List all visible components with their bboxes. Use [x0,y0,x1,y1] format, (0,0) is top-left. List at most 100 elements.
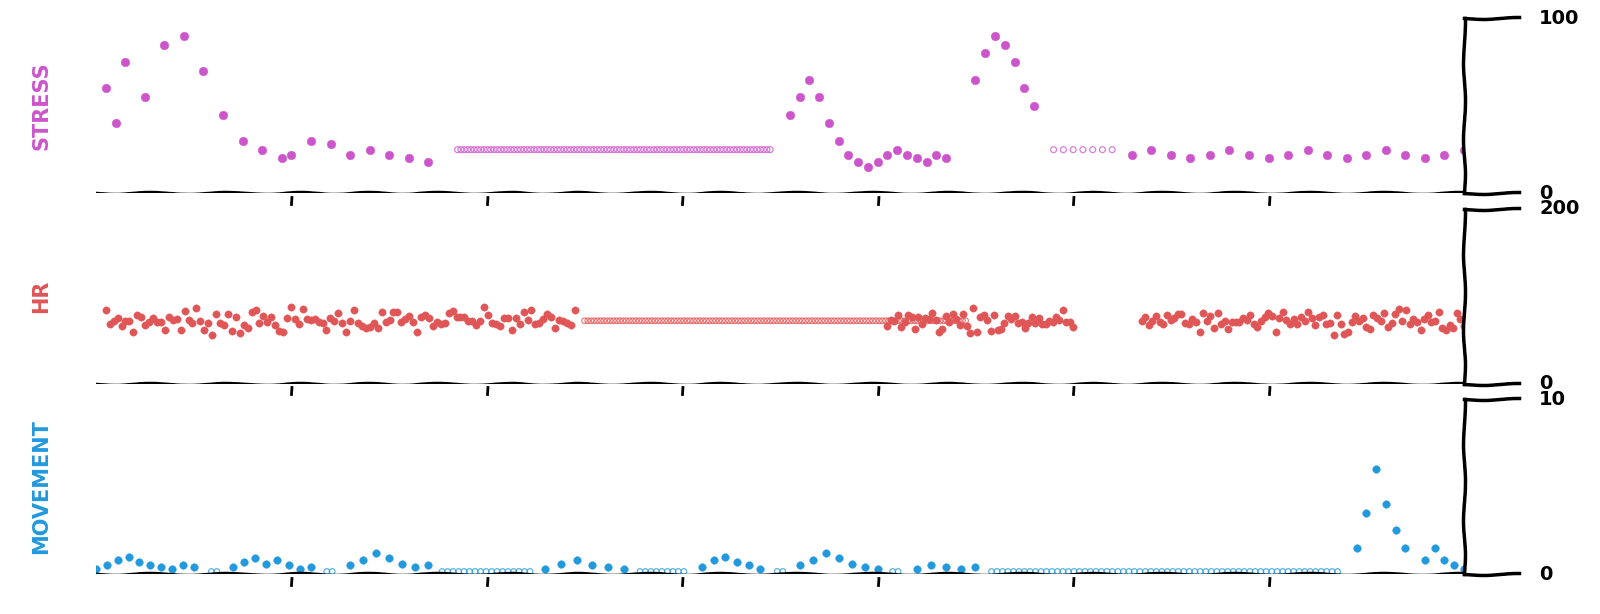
Point [1094,567,1120,577]
Point [192,325,218,335]
Point [1354,150,1379,160]
Point [395,154,421,163]
Point [325,308,350,318]
Point [318,313,344,322]
Point [1400,314,1426,324]
Point [494,145,520,155]
Point [1422,316,1448,326]
Point [862,316,888,325]
Point [744,316,770,325]
Point [1176,567,1202,577]
Point [866,316,891,325]
Point [112,57,138,67]
Point [1286,567,1312,577]
Point [1008,317,1034,327]
Point [1354,322,1379,332]
Point [722,145,747,155]
Point [875,316,901,325]
Point [1110,567,1136,577]
Point [899,316,925,325]
Point [427,319,453,329]
Point [786,316,811,325]
Point [747,145,773,155]
Point [1243,567,1269,577]
Point [802,316,827,325]
Point [643,567,669,577]
Point [549,559,574,569]
Point [630,145,656,155]
Point [973,49,998,58]
Point [298,562,323,572]
Point [712,551,738,561]
Point [846,316,872,325]
Point [416,561,442,570]
Point [170,561,195,570]
Point [269,154,294,163]
Point [798,316,824,325]
Point [523,319,549,328]
Text: 10: 10 [1539,390,1566,408]
Point [621,145,646,155]
Point [464,320,490,330]
Point [1443,308,1469,317]
Point [1371,308,1397,318]
Point [936,317,962,327]
Point [698,145,723,155]
Point [658,316,683,325]
Point [1214,567,1240,577]
Point [648,316,674,325]
Point [1382,526,1408,535]
Point [872,316,898,325]
Point [198,567,224,577]
Point [102,119,128,128]
Point [1078,567,1104,577]
Point [806,92,832,102]
Point [203,309,229,319]
Point [562,305,587,315]
Point [954,321,979,330]
Point [432,317,458,327]
Point [138,561,163,570]
Point [446,567,472,577]
Point [1037,316,1062,325]
Point [501,145,526,155]
Point [1394,306,1419,316]
Point [909,319,934,328]
Point [1187,327,1213,337]
Point [1379,319,1405,328]
Point [480,318,506,328]
Point [501,567,526,577]
Point [886,316,912,325]
Point [1117,567,1142,577]
Point [770,316,795,325]
Point [235,323,261,333]
Point [1451,564,1477,573]
Point [1429,324,1454,333]
Point [618,145,643,155]
Point [1016,318,1042,328]
Point [563,555,589,565]
Point [714,145,739,155]
Point [1019,312,1045,322]
Point [651,316,677,325]
Point [578,145,603,155]
Point [306,317,331,327]
Point [664,316,690,325]
Point [688,145,714,155]
Point [885,145,910,155]
Point [554,319,579,328]
Point [562,145,587,155]
Point [1339,317,1365,327]
Point [210,110,235,120]
Point [704,145,730,155]
Point [1426,308,1451,317]
Point [558,320,584,330]
Point [938,316,963,325]
Point [179,318,205,328]
Point [1336,327,1362,336]
Point [1083,567,1109,577]
Point [896,316,922,325]
Point [934,316,960,325]
Point [725,557,750,567]
Point [1397,319,1422,329]
